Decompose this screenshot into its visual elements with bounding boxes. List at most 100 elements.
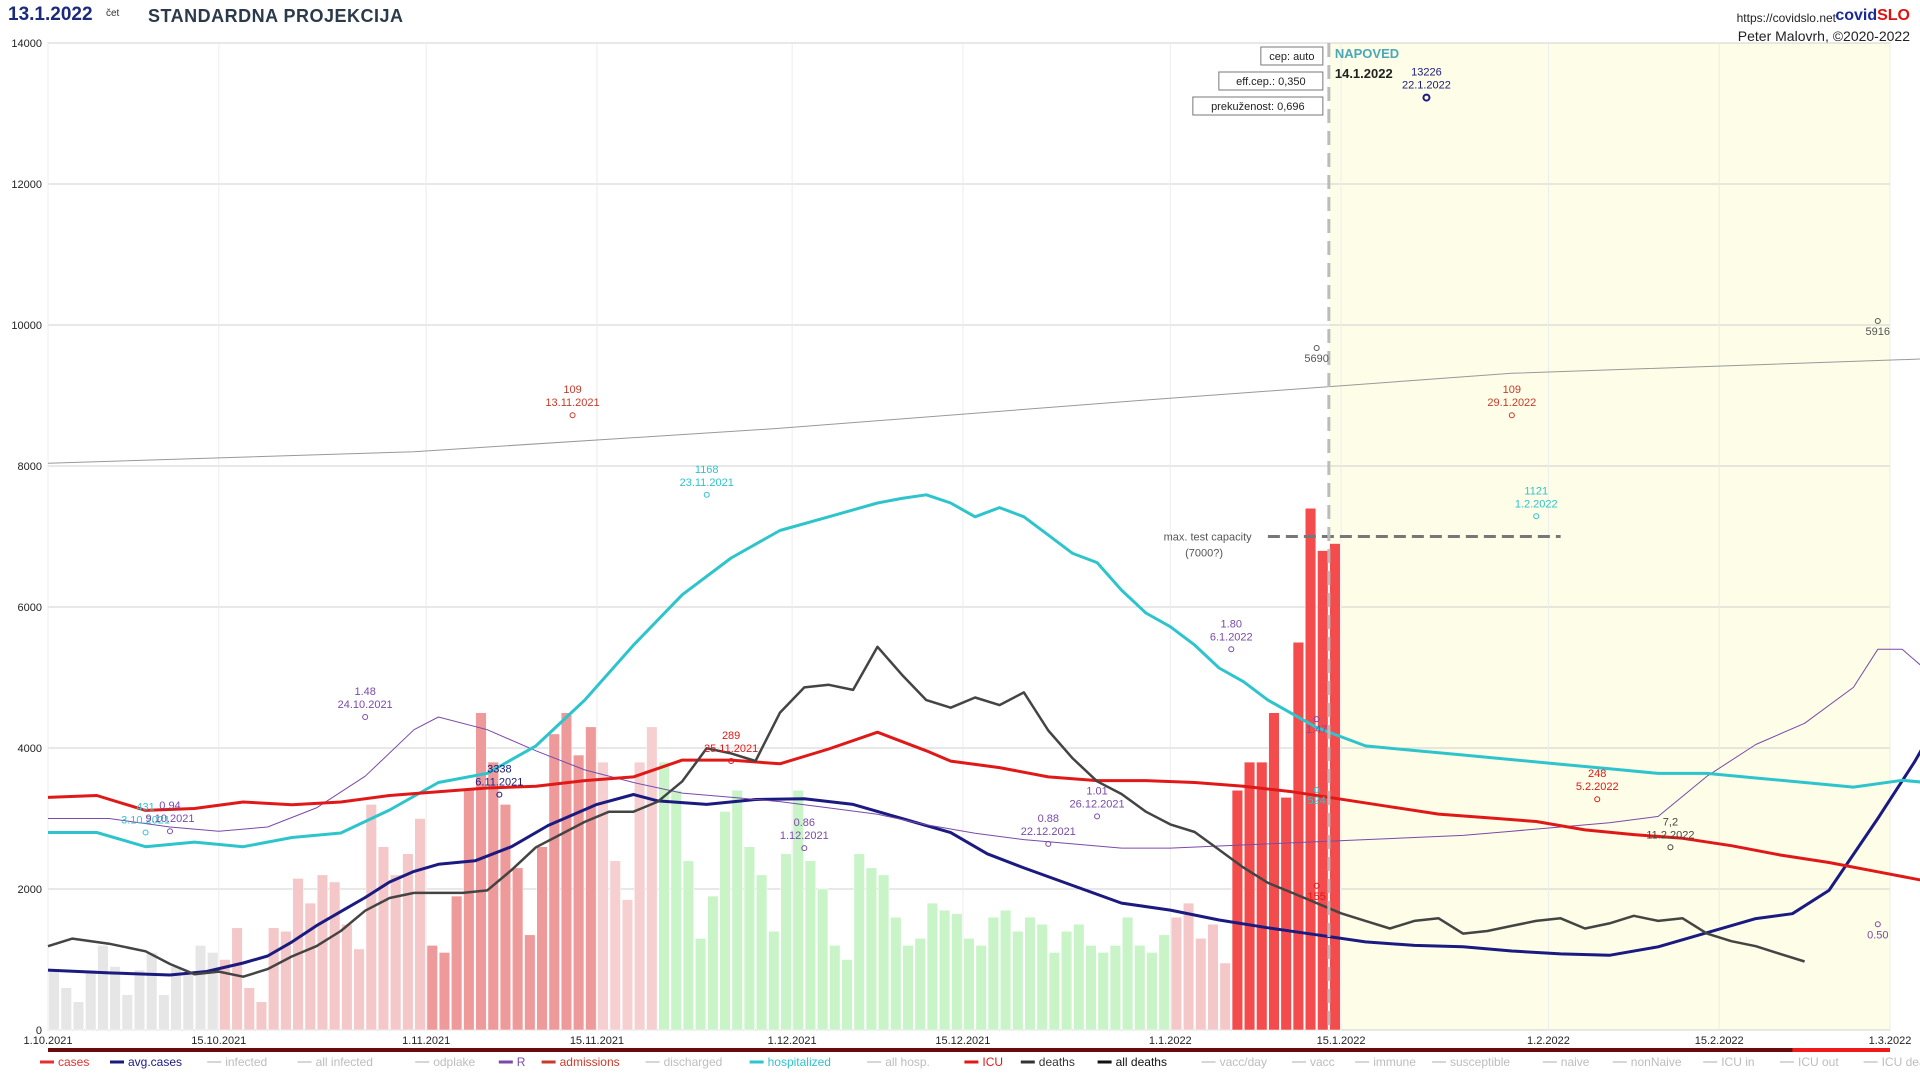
x-tick-label: 1.3.2022 <box>1869 1035 1912 1047</box>
cases-bar <box>1317 550 1329 1031</box>
source-url[interactable]: https://covidslo.net <box>1736 11 1836 25</box>
legend-item: discharged <box>664 1055 723 1069</box>
cases-bar <box>1109 945 1121 1031</box>
annotation-value: 524 <box>1307 795 1325 807</box>
cases-bar <box>1134 945 1146 1031</box>
cases-bar <box>97 945 109 1031</box>
legend-item: naive <box>1561 1055 1590 1069</box>
annotation-value: 1168 <box>695 464 719 476</box>
legend-item: ICU <box>982 1055 1003 1069</box>
cases-bar <box>194 945 207 1031</box>
peak-marker <box>1313 345 1320 352</box>
cases-bar <box>1000 909 1012 1031</box>
peak-marker <box>166 828 173 835</box>
cases-bar <box>1305 508 1317 1031</box>
cases-bar <box>1146 952 1158 1031</box>
annotation-value: 155 <box>1307 891 1325 903</box>
cases-bar <box>1195 938 1207 1031</box>
cases-bar <box>390 874 402 1031</box>
cases-bar <box>658 761 670 1031</box>
chart-weekday: čet <box>106 8 120 19</box>
legend-item: cases <box>58 1055 89 1069</box>
peak-marker <box>1533 513 1540 520</box>
peak-marker <box>142 829 149 836</box>
cases-bar <box>634 761 646 1031</box>
x-tick-label: 15.10.2021 <box>191 1035 246 1047</box>
cases-bar <box>1048 952 1060 1031</box>
cases-bar <box>621 899 633 1031</box>
x-tick-label: 15.1.2022 <box>1317 1035 1366 1047</box>
legend-item: ICU out <box>1798 1055 1839 1069</box>
chart-title: STANDARDNA PROJEKCIJA <box>148 6 404 26</box>
forecast-param: cep: auto <box>1269 51 1314 63</box>
cases-bar <box>670 790 682 1031</box>
forecast-param: eff.cep.: 0,350 <box>1236 76 1306 88</box>
forecast-param: prekuženost: 0,696 <box>1211 101 1305 113</box>
annotation-value: 431 <box>136 801 154 813</box>
y-tick-label: 14000 <box>11 38 42 50</box>
peak-marker <box>1594 796 1601 803</box>
cases-bar <box>585 726 597 1031</box>
peak-marker <box>1667 844 1674 851</box>
cases-bar <box>255 1001 268 1031</box>
legend-item: susceptible <box>1450 1055 1510 1069</box>
y-tick-label: 6000 <box>18 602 42 614</box>
annotation-date: 25.11.2021 <box>704 743 758 755</box>
cases-bar <box>1085 945 1097 1031</box>
cases-bar <box>841 959 853 1031</box>
cases-bar <box>438 952 451 1031</box>
annotation-date: 24.10.2021 <box>338 699 393 711</box>
legend-item: deaths <box>1039 1055 1075 1069</box>
cases-bar <box>329 881 341 1031</box>
legend-item: all infected <box>316 1055 373 1069</box>
annotation-value: 7,2 <box>1663 816 1678 828</box>
cases-bar <box>1183 902 1195 1031</box>
cases-bar <box>1231 790 1243 1031</box>
cases-bar <box>219 959 231 1031</box>
annotation-value: 0.86 <box>794 817 815 829</box>
x-tick-label: 1.11.2021 <box>402 1035 450 1047</box>
cases-bar <box>268 927 280 1031</box>
annotation-value: 109 <box>563 384 581 396</box>
cases-bar <box>853 853 865 1031</box>
annotation-date: 26.12.2021 <box>1070 798 1125 810</box>
legend-item: immune <box>1373 1055 1416 1069</box>
cases-bar <box>109 966 121 1031</box>
legend-item: odplake <box>433 1055 475 1069</box>
y-tick-label: 0 <box>36 1025 42 1037</box>
annotation-value: 0.88 <box>1038 813 1059 825</box>
r-line <box>48 648 1920 849</box>
y-tick-label: 4000 <box>18 743 42 755</box>
annotation-date: 22.12.2021 <box>1021 826 1076 838</box>
cases-bar <box>1207 924 1219 1031</box>
author-credit: Peter Malovrh, ©2020-2022 <box>1737 28 1910 44</box>
annotation-date: 6.1.2022 <box>1210 631 1253 643</box>
cases-bar <box>48 969 60 1031</box>
annotation-value: 0.50 <box>1867 929 1888 941</box>
x-tick-label: 1.2.2022 <box>1527 1035 1570 1047</box>
hospitalized-line <box>48 493 1920 849</box>
annotation-date: 11.2.2022 <box>1646 829 1694 841</box>
cases-bar <box>573 754 585 1031</box>
cases-bar <box>1292 642 1304 1031</box>
cases-bar <box>377 846 390 1031</box>
cases-bar <box>1024 916 1036 1031</box>
x-tick-label: 1.10.2021 <box>24 1035 73 1047</box>
peak-marker <box>1313 716 1320 723</box>
cases-bar <box>707 895 719 1031</box>
cases-bar <box>146 952 158 1031</box>
cases-bar <box>987 916 999 1031</box>
forecast-date: 14.1.2022 <box>1335 66 1393 81</box>
x-tick-label: 15.2.2022 <box>1695 1035 1744 1047</box>
cases-bar <box>487 761 499 1031</box>
cases-bar <box>597 761 609 1031</box>
cases-bar <box>207 952 219 1031</box>
peak-marker <box>362 713 369 720</box>
y-tick-label: 12000 <box>11 179 42 191</box>
forecast-param-box <box>1192 96 1324 116</box>
cases-bar <box>804 860 816 1031</box>
cases-bar <box>756 874 768 1031</box>
x-tick-label: 1.1.2022 <box>1149 1035 1192 1047</box>
cases-bar <box>158 994 170 1031</box>
